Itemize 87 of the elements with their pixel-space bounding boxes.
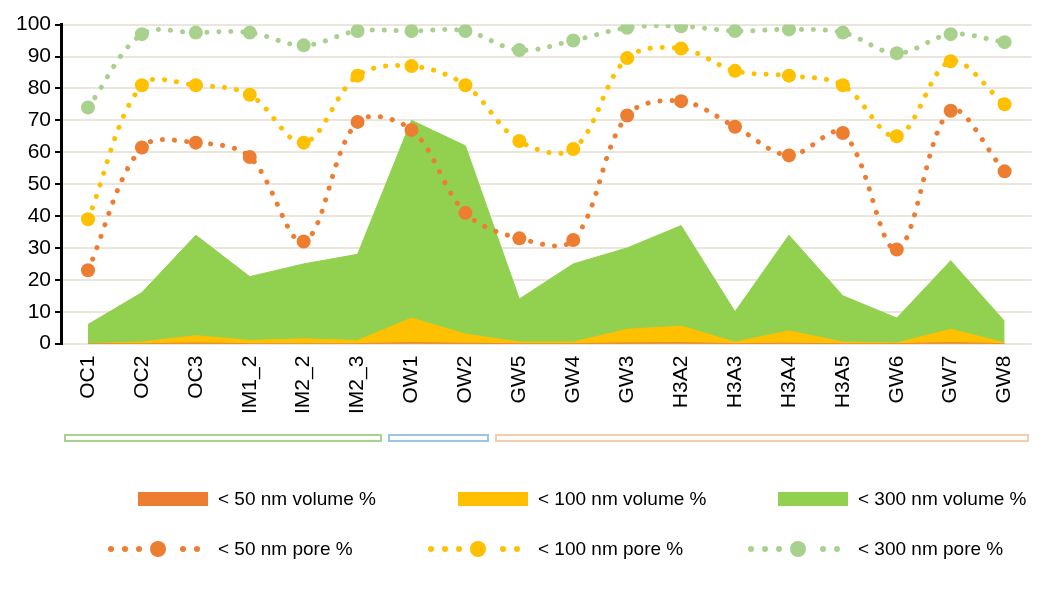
point — [296, 38, 311, 53]
y-tick-label: 70 — [27, 107, 52, 131]
point — [242, 87, 257, 102]
x-tick-label: GW7 — [937, 355, 961, 404]
point — [512, 134, 527, 149]
point — [512, 43, 527, 58]
point — [81, 212, 95, 227]
point — [620, 51, 635, 66]
point — [835, 25, 850, 40]
x-tick-label: H3A2 — [667, 355, 691, 409]
x-tick-label: OC1 — [74, 355, 98, 399]
point — [943, 27, 958, 42]
x-tick-label: GW4 — [560, 355, 584, 404]
point — [512, 231, 527, 246]
x-tick-label: IM2_2 — [290, 355, 315, 415]
point — [458, 78, 473, 93]
x-tick-label: OC2 — [128, 355, 152, 399]
x-tick-label: GW5 — [506, 355, 530, 404]
x-tick-label: OW1 — [398, 355, 422, 404]
y-tick-label: 90 — [27, 43, 52, 67]
point — [458, 24, 473, 38]
point — [728, 63, 743, 78]
point — [728, 24, 743, 38]
x-tick-label: GW8 — [991, 355, 1015, 404]
point — [728, 119, 743, 134]
y-tick-label: 40 — [27, 202, 52, 226]
point — [889, 129, 904, 144]
x-tick-label: OW2 — [452, 355, 476, 404]
legend-label: < 100 nm volume % — [538, 488, 707, 510]
point — [889, 242, 904, 257]
point — [350, 68, 365, 83]
point — [350, 114, 365, 129]
point — [674, 41, 689, 56]
y-tick-label: 0 — [39, 330, 52, 354]
x-tick-label: GW6 — [883, 355, 907, 404]
point — [566, 33, 581, 48]
point — [81, 100, 95, 115]
point — [242, 150, 257, 164]
point — [404, 59, 419, 74]
point — [620, 108, 635, 123]
point — [674, 94, 689, 109]
point — [134, 27, 149, 42]
legend-label: < 100 nm pore % — [538, 538, 684, 560]
point — [242, 25, 257, 40]
x-tick-label: IM1_2 — [236, 355, 261, 415]
legend-label: < 300 nm pore % — [858, 538, 1004, 560]
point — [134, 140, 149, 155]
point — [566, 232, 581, 247]
point — [458, 205, 473, 220]
y-tick-label: 30 — [27, 234, 52, 258]
point — [889, 46, 904, 61]
point — [997, 35, 1012, 50]
point — [781, 24, 796, 37]
legend-label: < 50 nm volume % — [218, 488, 376, 510]
point — [943, 54, 958, 69]
x-tick-label: H3A5 — [829, 355, 853, 409]
x-tick-label: H3A4 — [775, 355, 799, 409]
point — [404, 122, 419, 137]
point — [296, 135, 311, 150]
y-tick-label: 100 — [15, 11, 52, 35]
legend-label: < 50 nm pore % — [218, 538, 353, 560]
x-tick-label: GW3 — [613, 355, 637, 404]
point — [943, 103, 958, 118]
y-tick-label: 50 — [27, 170, 52, 194]
x-tick-label: IM2_3 — [344, 355, 369, 415]
point — [350, 24, 365, 38]
point — [566, 142, 581, 157]
y-tick-label: 60 — [27, 139, 52, 163]
point — [404, 24, 419, 38]
point — [781, 68, 796, 83]
x-tick-label: OC3 — [182, 355, 206, 399]
point — [835, 78, 850, 93]
point — [188, 135, 203, 150]
point — [188, 25, 203, 40]
legend-label: < 300 nm volume % — [858, 488, 1027, 510]
point — [188, 78, 203, 93]
point — [296, 234, 311, 249]
y-tick-label: 80 — [27, 75, 52, 99]
point — [81, 263, 95, 278]
point — [781, 148, 796, 163]
point — [835, 126, 850, 141]
y-tick-label: 20 — [27, 266, 52, 290]
point — [997, 97, 1012, 112]
y-tick-label: 10 — [27, 298, 52, 322]
point — [997, 164, 1012, 179]
point — [134, 78, 149, 93]
x-tick-label: H3A3 — [721, 355, 745, 409]
